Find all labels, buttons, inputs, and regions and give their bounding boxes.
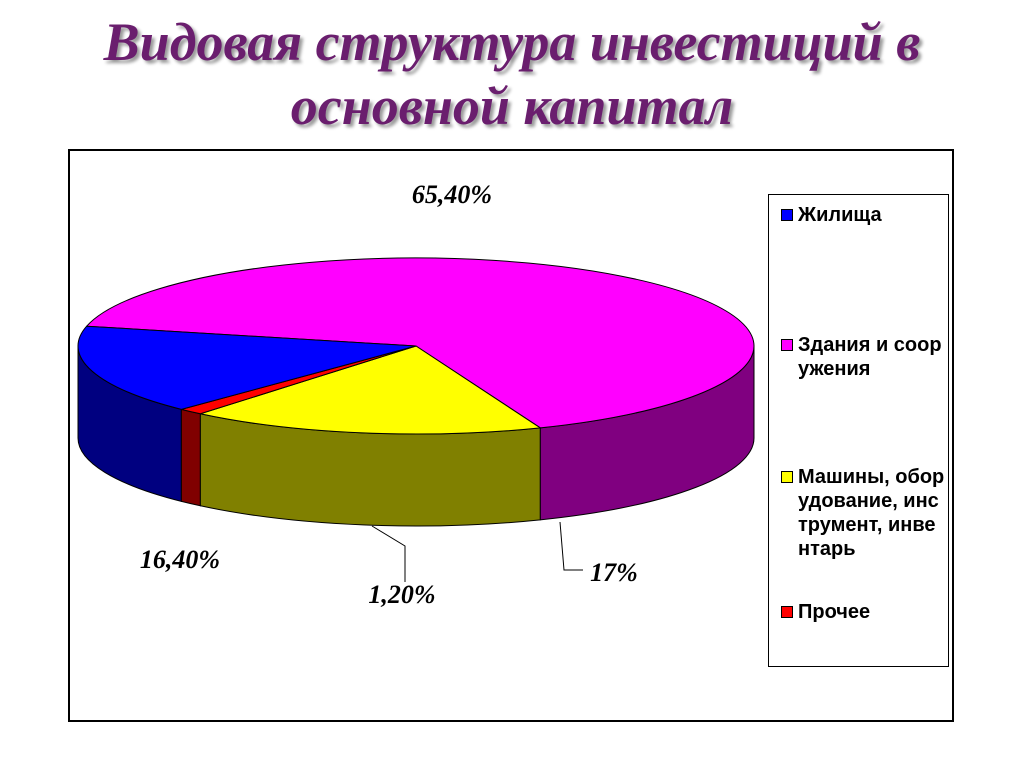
- chart-legend: Жилища Здания и сооружения Машины, обору…: [768, 194, 949, 667]
- slide-title-line-1: Видовая структура инвестиций в: [103, 12, 921, 72]
- pie-side-other: [180, 408, 201, 507]
- data-label-machinery: 17%: [590, 558, 638, 587]
- legend-item-other: Прочее: [781, 600, 946, 624]
- slide-title: Видовая структура инвестиций в основной …: [0, 10, 1024, 138]
- legend-label-buildings: Здания и сооружения: [798, 334, 942, 380]
- legend-label-other: Прочее: [798, 601, 871, 623]
- legend-label-housing: Жилища: [798, 204, 882, 226]
- legend-item-machinery: Машины, оборудование, инструмент, инвент…: [781, 465, 946, 561]
- slide-title-line-2: основной капитал: [290, 76, 734, 136]
- leader-line-other: [371, 525, 406, 582]
- pie-slice-machinery: [199, 345, 541, 435]
- legend-item-housing: Жилища: [781, 203, 946, 227]
- pie-slice-housing: [77, 325, 417, 410]
- pie-slice-buildings: [86, 257, 755, 429]
- data-label-buildings: 65,40%: [412, 180, 492, 209]
- legend-swatch-other: [781, 606, 793, 618]
- legend-label-machinery: Машины, оборудование, инструмент, инвент…: [798, 466, 945, 560]
- leader-line-machinery: [559, 521, 583, 571]
- data-label-housing: 16,40%: [140, 545, 220, 574]
- legend-item-buildings: Здания и сооружения: [781, 333, 946, 381]
- legend-swatch-buildings: [781, 339, 793, 351]
- legend-swatch-housing: [781, 209, 793, 221]
- legend-swatch-machinery: [781, 471, 793, 483]
- data-label-other: 1,20%: [368, 580, 435, 609]
